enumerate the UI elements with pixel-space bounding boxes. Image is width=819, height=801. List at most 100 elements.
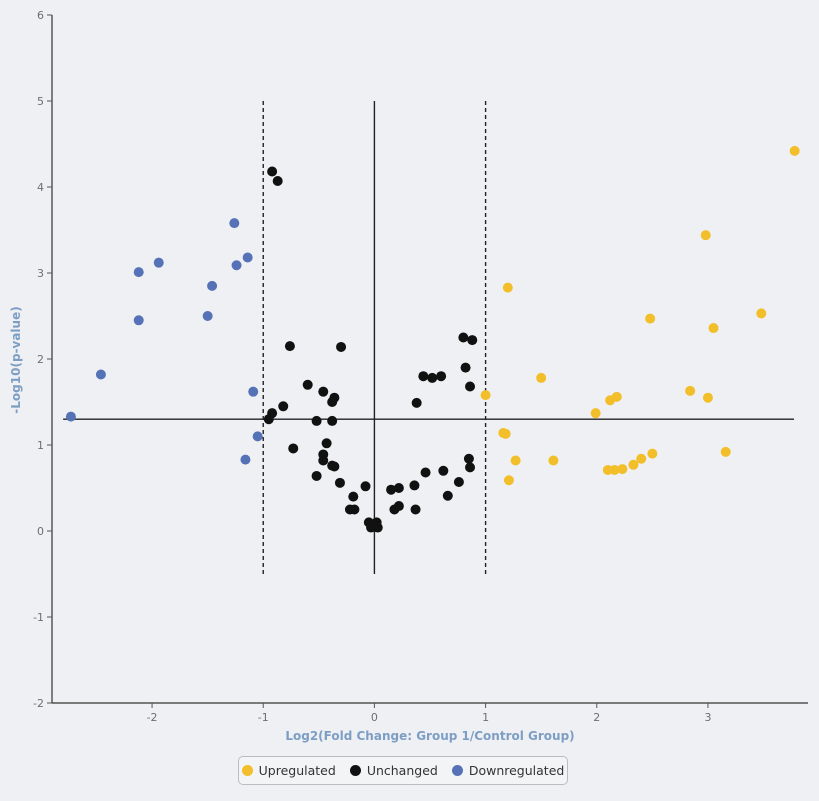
axes: -2 -1 0 1 2 3 4 5 6 -2 -1 0 1 2 3 <box>33 9 808 724</box>
unchanged-point <box>463 453 474 464</box>
y-tick-label: -2 <box>33 697 44 710</box>
unchanged-point <box>409 480 420 491</box>
upregulated-point <box>480 390 491 401</box>
unchanged-point <box>349 504 360 515</box>
unchanged-point <box>311 470 322 481</box>
unchanged-point <box>263 414 274 425</box>
unchanged-point <box>321 438 332 449</box>
upregulated-point <box>617 464 628 475</box>
unchanged-point <box>360 481 371 492</box>
unchanged-point <box>465 462 476 473</box>
upregulated-point <box>789 145 800 156</box>
downregulated-point <box>229 218 240 229</box>
unchanged-point <box>267 166 278 177</box>
legend-label-downregulated: Downregulated <box>468 763 565 778</box>
y-tick-label: 5 <box>37 95 44 108</box>
y-tick-label: 6 <box>37 9 44 22</box>
unchanged-point <box>366 522 377 533</box>
upregulated-point <box>702 392 713 403</box>
unchanged-point <box>460 362 471 373</box>
upregulated-point <box>498 427 509 438</box>
downregulated-point <box>153 257 164 268</box>
upregulated-point <box>628 459 639 470</box>
y-tick-label: -1 <box>33 611 44 624</box>
unchanged-point <box>288 443 299 454</box>
unchanged-point <box>411 397 422 408</box>
upregulated-point <box>605 395 616 406</box>
upregulated-point <box>502 282 513 293</box>
legend-item-unchanged[interactable]: Unchanged <box>349 763 438 778</box>
x-tick-label: 1 <box>482 711 489 724</box>
upregulated-point <box>645 313 656 324</box>
unchanged-point <box>318 386 329 397</box>
upregulated-point <box>636 453 647 464</box>
upregulated-swatch-icon <box>241 765 253 776</box>
unchanged-point <box>393 483 404 493</box>
y-axis-title: -Log10(p-value) <box>9 306 23 413</box>
downregulated-point <box>242 252 253 263</box>
x-tick-label: -2 <box>147 711 158 724</box>
upregulated-point <box>590 408 601 419</box>
upregulated-point <box>536 372 547 383</box>
legend-label-upregulated: Upregulated <box>258 763 336 778</box>
upregulated-point <box>700 230 711 241</box>
unchanged-point <box>284 341 295 352</box>
unchanged-point <box>438 465 449 476</box>
upregulated-point <box>720 446 731 457</box>
y-tick-label: 4 <box>37 181 44 194</box>
upregulated-point <box>708 323 719 334</box>
x-tick-label: 3 <box>704 711 711 724</box>
downregulated-point <box>202 311 213 321</box>
unchanged-point <box>427 372 438 383</box>
unchanged-point <box>311 415 322 426</box>
unchanged-point <box>272 175 283 186</box>
x-tick-label: -1 <box>258 711 269 724</box>
downregulated-point <box>133 267 144 278</box>
unchanged-point <box>453 476 464 487</box>
downregulated-point <box>207 280 218 291</box>
unchanged-point <box>336 341 347 352</box>
x-tick-label: 0 <box>371 711 378 724</box>
legend-item-downregulated[interactable]: Downregulated <box>451 763 565 778</box>
y-tick-label: 0 <box>37 525 44 538</box>
unchanged-point <box>278 401 289 412</box>
downregulated-point <box>65 411 76 422</box>
upregulated-point <box>685 385 696 396</box>
upregulated-point <box>503 475 514 486</box>
data-points <box>65 145 800 533</box>
unchanged-point <box>465 381 476 392</box>
upregulated-point <box>647 448 658 459</box>
unchanged-point <box>348 491 359 502</box>
x-tick-label: 2 <box>593 711 600 724</box>
downregulated-point <box>252 431 263 442</box>
unchanged-point <box>467 335 478 346</box>
downregulated-point <box>240 454 251 465</box>
x-axis-title: Log2(Fold Change: Group 1/Control Group) <box>285 729 574 743</box>
unchanged-point <box>329 461 340 472</box>
unchanged-point <box>334 477 345 488</box>
upregulated-point <box>756 308 767 319</box>
upregulated-point <box>602 464 613 475</box>
unchanged-swatch-icon <box>349 765 361 776</box>
unchanged-point <box>418 371 429 382</box>
unchanged-point <box>318 455 329 466</box>
unchanged-point <box>442 490 453 501</box>
unchanged-point <box>436 371 447 382</box>
downregulated-point <box>231 260 242 271</box>
unchanged-point <box>327 415 338 426</box>
unchanged-point <box>389 504 400 515</box>
downregulated-point <box>95 369 106 380</box>
y-tick-label: 2 <box>37 353 44 366</box>
unchanged-point <box>386 484 397 495</box>
downregulated-swatch-icon <box>451 765 463 776</box>
legend: Upregulated Unchanged Downregulated <box>238 756 568 785</box>
legend-label-unchanged: Unchanged <box>366 763 438 778</box>
unchanged-point <box>410 504 421 515</box>
unchanged-point <box>327 397 338 407</box>
y-tick-label: 1 <box>37 439 44 452</box>
legend-item-upregulated[interactable]: Upregulated <box>241 763 336 778</box>
downregulated-point <box>133 315 144 326</box>
upregulated-point <box>548 455 559 466</box>
